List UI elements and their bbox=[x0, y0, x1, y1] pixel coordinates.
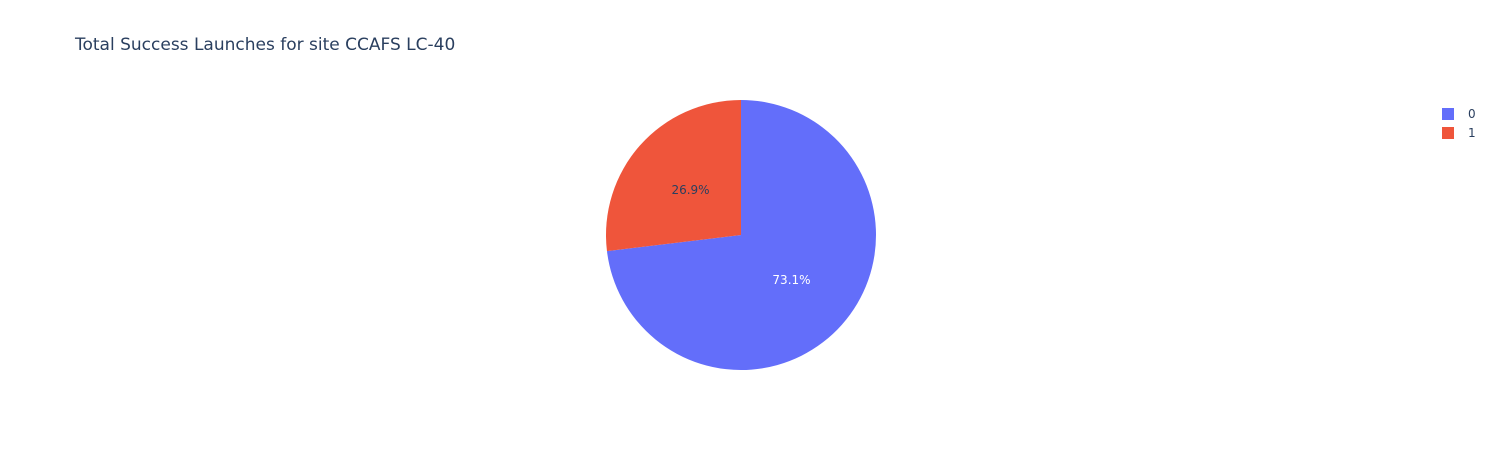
legend-swatch bbox=[1442, 108, 1454, 120]
chart-title: Total Success Launches for site CCAFS LC… bbox=[74, 35, 455, 55]
pie-slice-0[interactable] bbox=[606, 100, 876, 370]
legend-label: 0 bbox=[1468, 107, 1476, 121]
legend-label: 1 bbox=[1468, 126, 1476, 140]
legend-item-0[interactable]: 0 bbox=[1442, 107, 1476, 121]
legend-item-1[interactable]: 1 bbox=[1442, 126, 1476, 140]
legend-swatch bbox=[1442, 127, 1454, 139]
slice-percent-label: 73.1% bbox=[772, 273, 810, 287]
pie-slice-labels: 73.1% 26.9% bbox=[671, 183, 810, 287]
pie-slice-1[interactable] bbox=[606, 100, 741, 252]
legend: 01 bbox=[1442, 107, 1476, 140]
slice-percent-label: 26.9% bbox=[671, 183, 709, 197]
pie-slices bbox=[606, 100, 876, 370]
